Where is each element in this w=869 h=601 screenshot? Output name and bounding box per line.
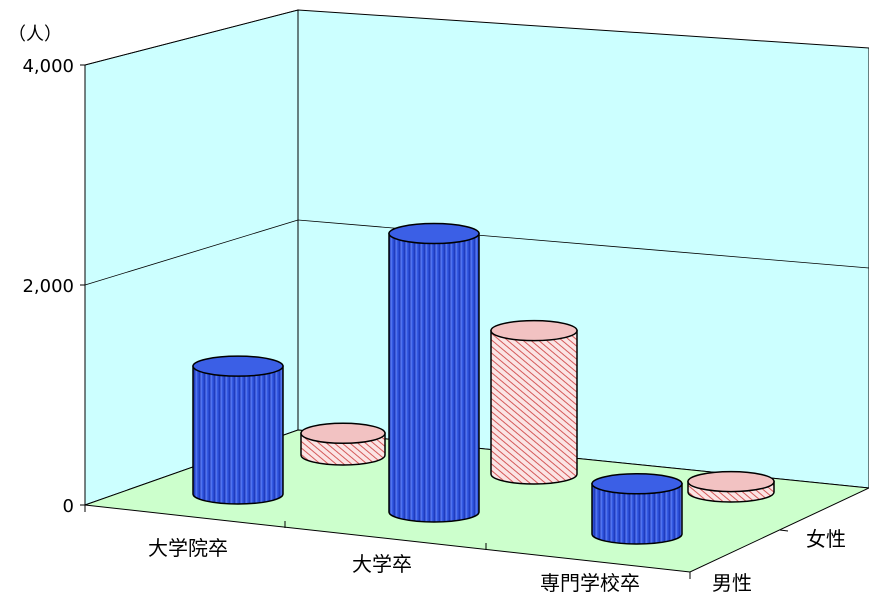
y-tick-label: 0 bbox=[63, 496, 74, 517]
bar-女性-大学卒 bbox=[490, 319, 578, 485]
bar-男性-大学卒 bbox=[388, 222, 480, 523]
series-label: 女性 bbox=[806, 527, 846, 551]
bar-body bbox=[490, 329, 578, 485]
y-tick-label: 2,000 bbox=[22, 276, 74, 297]
bar-top bbox=[192, 355, 284, 377]
bar-男性-専門学校卒 bbox=[591, 473, 683, 545]
bar-body bbox=[388, 232, 480, 523]
bar-top bbox=[591, 473, 683, 495]
bar-top bbox=[300, 422, 386, 445]
bar-top bbox=[388, 222, 480, 245]
gridlines bbox=[84, 9, 869, 286]
gridline-back bbox=[297, 219, 869, 269]
series-label: 男性 bbox=[712, 571, 752, 595]
gridline-side bbox=[84, 9, 299, 66]
depth-tick bbox=[779, 529, 789, 532]
y-unit-label: （人） bbox=[8, 24, 62, 45]
category-label: 専門学校卒 bbox=[540, 571, 640, 595]
bar-top bbox=[687, 470, 775, 493]
gridline-side bbox=[84, 219, 299, 286]
bar-top bbox=[490, 319, 578, 342]
bar-女性-専門学校卒 bbox=[687, 470, 775, 503]
y-tick-label: 4,000 bbox=[22, 56, 74, 77]
bar-body bbox=[591, 483, 683, 545]
bar-女性-大学院卒 bbox=[300, 422, 386, 466]
category-label: 大学卒 bbox=[352, 552, 412, 576]
bars-layer bbox=[192, 222, 775, 545]
x-tick-marks bbox=[84, 505, 691, 579]
bar-男性-大学院卒 bbox=[192, 355, 284, 505]
bar-body bbox=[192, 365, 284, 505]
y-tick-marks bbox=[80, 64, 85, 506]
chart-back-wall bbox=[297, 9, 869, 489]
category-label: 大学院卒 bbox=[148, 536, 228, 560]
